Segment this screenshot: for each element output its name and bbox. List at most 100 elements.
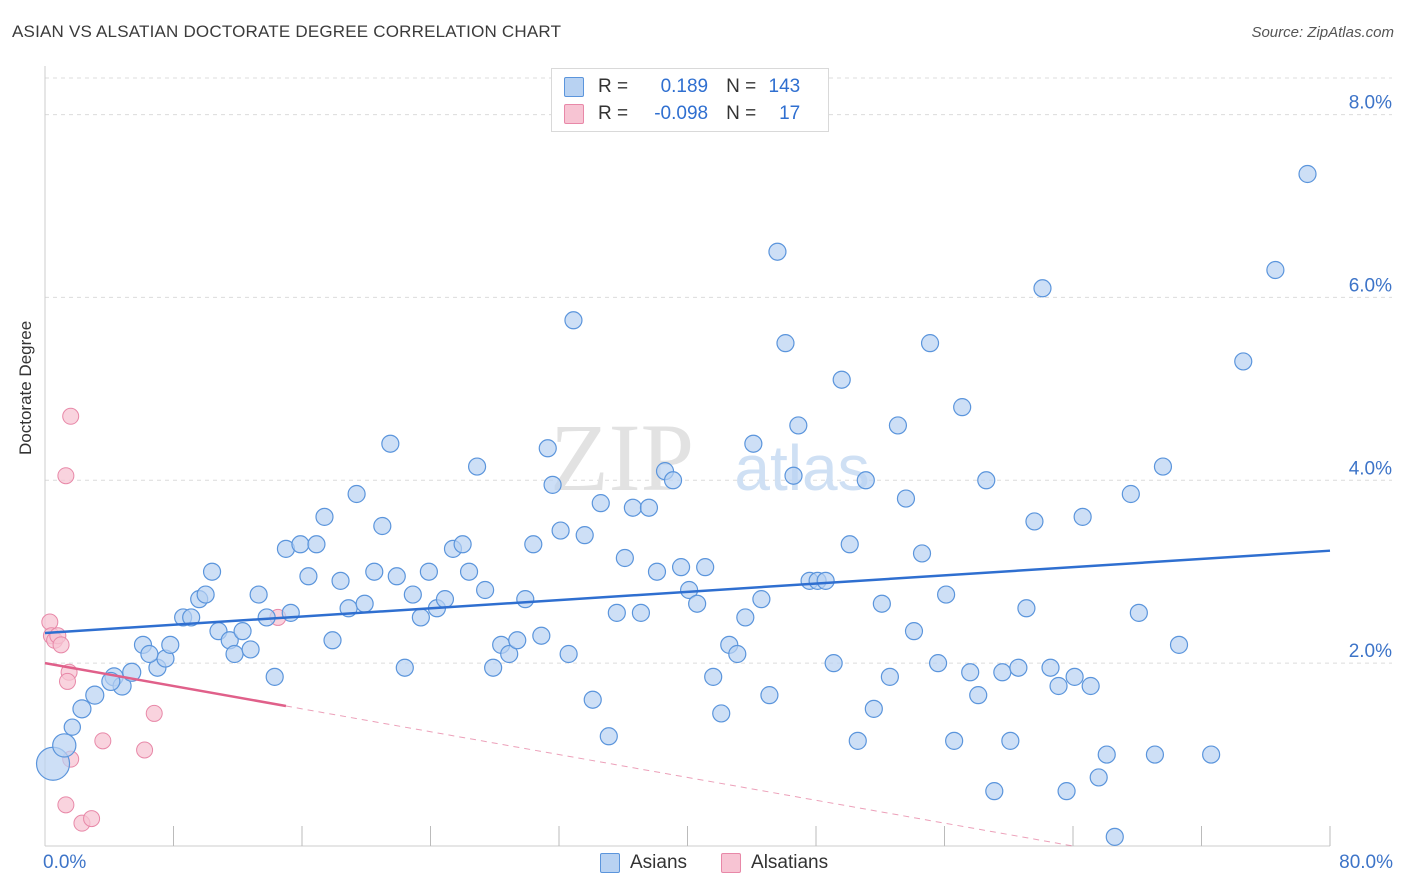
- y-tick-label: 8.0%: [1349, 93, 1392, 114]
- asian-point: [365, 562, 384, 581]
- asians-legend-swatch: [600, 853, 620, 873]
- asian-point: [1266, 260, 1285, 280]
- asian-point: [623, 498, 642, 517]
- legend-row-alsatians: R = -0.098 N = 17: [564, 102, 800, 126]
- asian-point: [888, 416, 908, 435]
- asian-point: [824, 654, 843, 673]
- asian-point: [249, 585, 268, 604]
- asian-point: [1017, 599, 1036, 618]
- alsatian-point: [57, 467, 75, 485]
- asian-point: [993, 663, 1012, 682]
- source-label: Source: ZipAtlas.com: [1251, 24, 1394, 41]
- asian-point: [140, 644, 159, 664]
- asian-point: [196, 585, 215, 604]
- asian-point: [63, 718, 82, 736]
- asian-point: [1169, 635, 1189, 654]
- asian-point: [784, 466, 803, 485]
- asian-point: [500, 644, 519, 664]
- asian-point: [435, 590, 455, 609]
- asian-point: [1049, 676, 1068, 696]
- y-tick-label: 4.0%: [1349, 458, 1392, 479]
- asian-point: [736, 608, 755, 627]
- asian-point: [403, 585, 422, 604]
- n-label: N =: [726, 76, 757, 97]
- x-tick-label-min: 0.0%: [43, 852, 86, 873]
- n-value: 17: [779, 103, 801, 124]
- axes: [44, 66, 1331, 847]
- asian-point: [299, 567, 318, 586]
- asian-point: [663, 471, 683, 490]
- asian-point: [1025, 512, 1044, 531]
- asian-point: [789, 416, 808, 435]
- asian-point: [583, 690, 602, 709]
- asian-point: [1057, 782, 1076, 801]
- asian-point: [291, 535, 310, 554]
- alsatians-trend-line: [44, 661, 287, 708]
- asian-point: [467, 457, 487, 476]
- asian-point: [977, 471, 996, 490]
- asian-point: [904, 622, 924, 641]
- asian-point: [395, 658, 414, 677]
- asian-point: [920, 334, 940, 353]
- asian-point: [543, 475, 562, 494]
- r-label: R =: [598, 103, 629, 124]
- asian-point: [233, 622, 252, 641]
- asian-point: [387, 567, 406, 586]
- asian-point: [1153, 457, 1173, 476]
- asian-point: [704, 667, 723, 686]
- asian-point: [307, 535, 326, 554]
- asian-point: [647, 562, 667, 581]
- asian-point: [1202, 745, 1221, 764]
- asian-point: [72, 699, 92, 719]
- y-tick-labels: 2.0% 4.0% 6.0% 8.0%: [1349, 93, 1392, 663]
- asian-point: [459, 562, 479, 581]
- asian-point: [728, 644, 747, 664]
- asian-point: [1089, 768, 1108, 787]
- asian-point: [532, 626, 551, 645]
- asian-point: [381, 434, 400, 453]
- x-tick-label-max: 80.0%: [1339, 852, 1393, 873]
- alsatian-point: [145, 704, 163, 722]
- asian-point: [411, 608, 430, 627]
- asian-points: [35, 164, 1317, 846]
- watermark: ZIP atlas: [550, 404, 870, 511]
- asian-point: [355, 594, 374, 613]
- asian-point: [712, 704, 731, 723]
- asian-point: [928, 654, 948, 673]
- alsatians-legend-label: Alsatians: [751, 852, 829, 873]
- asian-point: [347, 484, 366, 504]
- asian-point: [1073, 507, 1092, 526]
- asian-point: [639, 498, 659, 517]
- alsatian-points: [41, 407, 287, 832]
- asian-point: [1081, 676, 1100, 696]
- asian-point: [591, 494, 610, 513]
- r-value: 0.189: [660, 76, 709, 97]
- asian-point: [688, 594, 707, 613]
- chart-title: ASIAN VS ALSATIAN DOCTORATE DEGREE CORRE…: [12, 22, 562, 41]
- asian-point: [848, 731, 867, 750]
- asian-point: [985, 782, 1004, 801]
- asian-point: [182, 608, 201, 627]
- alsatian-point: [94, 732, 112, 750]
- asian-point: [101, 671, 121, 692]
- asian-point: [937, 585, 956, 604]
- asian-point: [564, 311, 583, 330]
- asian-point: [671, 558, 691, 577]
- asians-trend-line: [44, 549, 1331, 635]
- asian-point: [85, 685, 105, 705]
- asian-point: [1009, 658, 1028, 677]
- series-legend: Asians Alsatians: [600, 852, 828, 874]
- asian-point: [1001, 731, 1020, 750]
- asian-point: [768, 242, 787, 261]
- trend-lines: [44, 549, 1331, 847]
- r-label: R =: [598, 76, 629, 97]
- asian-point: [524, 535, 543, 554]
- asian-point: [202, 562, 222, 581]
- asian-point: [880, 667, 899, 686]
- asian-point: [476, 580, 495, 600]
- asian-point: [696, 558, 715, 577]
- asian-point: [945, 731, 964, 750]
- asian-point: [872, 594, 891, 613]
- alsatian-point: [57, 796, 75, 814]
